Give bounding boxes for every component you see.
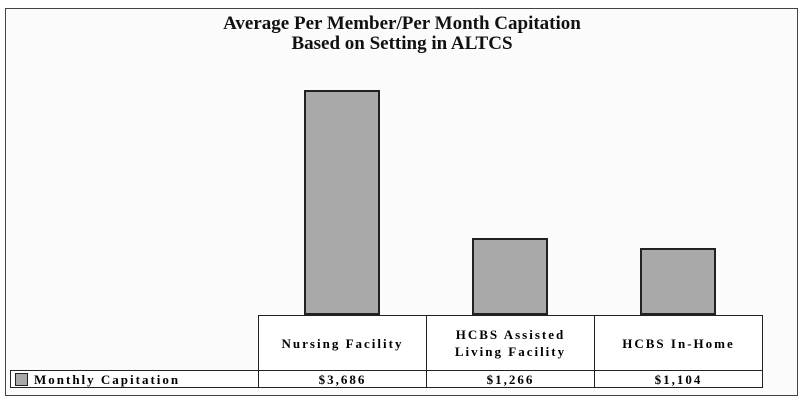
chart-title: Average Per Member/Per Month Capitation … (223, 13, 581, 54)
category-label: HCBS In-Home (594, 315, 763, 371)
legend-entry: Monthly Capitation (10, 370, 259, 388)
bar (472, 237, 548, 315)
legend-label: Monthly Capitation (34, 371, 181, 387)
data-label: $1,104 (594, 370, 763, 388)
bar (304, 90, 380, 315)
bar (640, 247, 716, 315)
data-label: $1,266 (426, 370, 595, 388)
category-label: Nursing Facility (258, 315, 427, 371)
category-label: HCBS Assisted Living Facility (426, 315, 595, 371)
data-label: $3,686 (258, 370, 427, 388)
legend-key (15, 372, 28, 386)
